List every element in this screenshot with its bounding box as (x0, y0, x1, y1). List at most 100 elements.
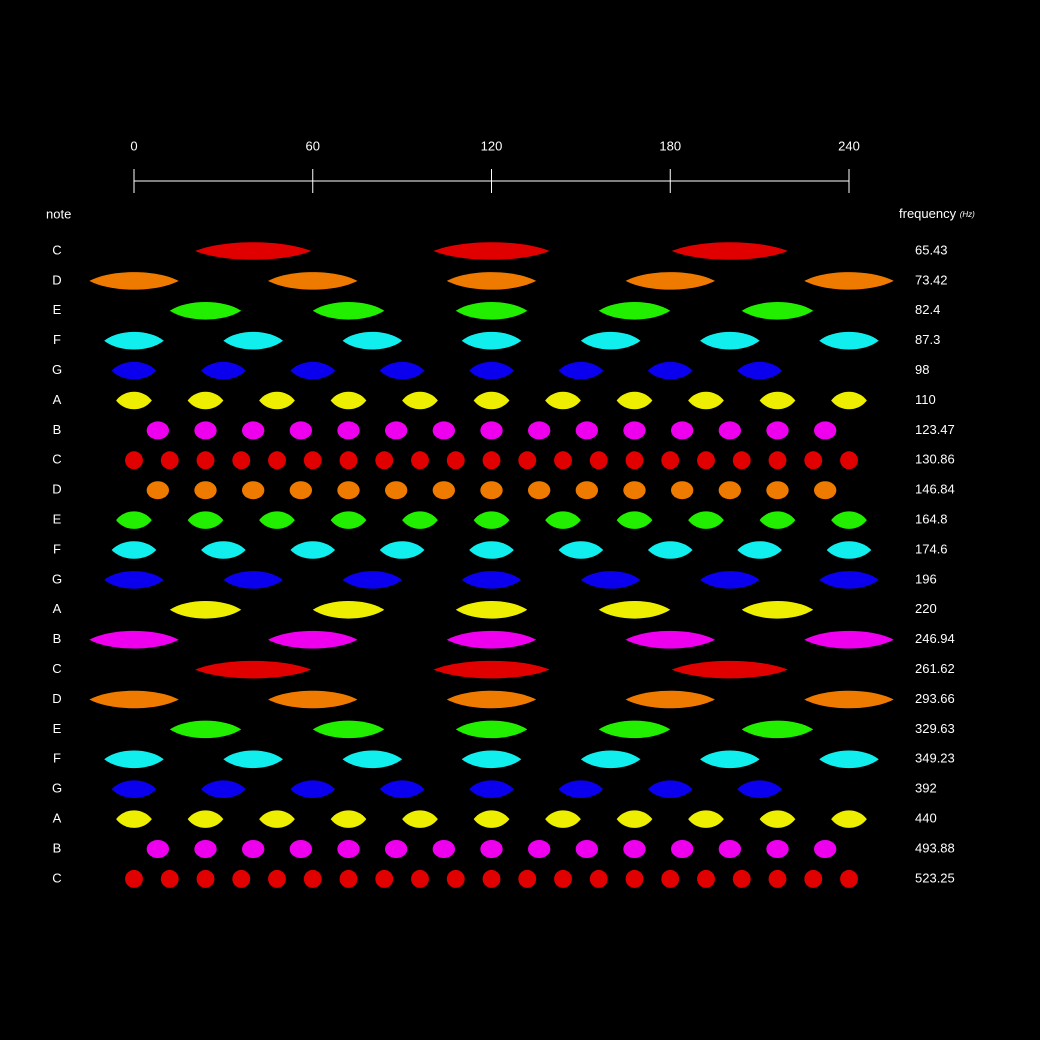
note-dot (840, 451, 858, 470)
x-tick-label: 180 (659, 138, 681, 153)
note-dot (625, 451, 644, 470)
note-shape (111, 541, 157, 559)
note-dot (482, 869, 501, 888)
note-shape (700, 750, 760, 769)
note-shape (169, 302, 242, 320)
note-dot (480, 840, 503, 858)
note-dot (482, 451, 501, 470)
note-dot (384, 481, 408, 500)
note-shape (598, 302, 671, 320)
note-shape (455, 720, 528, 739)
note-shape (759, 391, 796, 410)
frequency-label: 65.43 (915, 242, 948, 257)
frequency-label: 110 (915, 392, 936, 407)
note-dot (194, 840, 217, 858)
note-dot (232, 451, 251, 470)
note-shape (831, 810, 867, 828)
note-dot (670, 840, 694, 858)
note-shape (330, 810, 367, 828)
note-dot (718, 421, 742, 440)
note-shape (259, 511, 295, 529)
note-shape (116, 810, 152, 828)
note-shape (402, 391, 438, 410)
x-tick-label: 240 (838, 138, 860, 153)
note-label: G (52, 781, 62, 796)
note-shape (700, 571, 760, 589)
note-shape (461, 750, 522, 769)
frequency-label: 293.66 (915, 691, 955, 706)
note-shape (312, 720, 385, 739)
note-dot (446, 451, 465, 470)
note-shape (700, 331, 760, 350)
note-dot (527, 421, 551, 440)
row-header: note (46, 206, 71, 221)
note-dot (732, 451, 751, 470)
note-dot (670, 481, 694, 500)
frequency-label: 164.8 (915, 512, 948, 527)
note-shape (688, 511, 724, 529)
note-dot (232, 869, 251, 888)
frequency-label: 261.62 (915, 661, 955, 676)
note-shape (737, 361, 782, 380)
note-label: C (52, 661, 61, 676)
note-shape (223, 331, 283, 350)
note-dot (480, 481, 503, 500)
note-dot (518, 451, 537, 470)
note-shape (804, 630, 894, 649)
note-label: F (53, 541, 61, 556)
note-shape (558, 361, 604, 380)
note-dot (661, 451, 680, 470)
note-dot (518, 869, 537, 888)
note-label: C (52, 870, 61, 885)
note-dot (375, 869, 394, 888)
note-dot (375, 451, 394, 470)
note-dot (575, 421, 599, 440)
note-dot (527, 481, 551, 500)
note-shape (290, 780, 336, 798)
note-shape (545, 391, 581, 410)
note-label: G (52, 571, 62, 586)
note-dot (718, 840, 742, 858)
note-shape (741, 720, 814, 739)
note-shape (433, 660, 550, 679)
note-dot (289, 421, 313, 440)
note-dot (554, 451, 572, 470)
note-dot (697, 869, 715, 888)
note-shape (461, 571, 522, 589)
note-shape (89, 630, 179, 649)
note-shape (104, 750, 164, 769)
note-shape (616, 511, 653, 529)
note-shape (598, 720, 671, 739)
note-shape (671, 660, 788, 679)
note-shape (671, 242, 788, 260)
note-shape (201, 361, 246, 380)
note-dot (194, 421, 217, 440)
note-shape (116, 391, 152, 410)
note-dot (289, 481, 313, 500)
note-shape (187, 391, 224, 410)
note-dot (241, 421, 265, 440)
frequency-label: 146.84 (915, 482, 955, 497)
note-dot (194, 481, 217, 500)
note-dot (718, 481, 742, 500)
note-shape (330, 391, 367, 410)
note-shape (473, 511, 510, 529)
note-shape (201, 780, 246, 798)
note-shape (469, 780, 514, 798)
note-shape (737, 541, 782, 559)
note-shape (312, 601, 385, 619)
note-shape (223, 571, 283, 589)
frequency-label: 174.6 (915, 541, 948, 556)
note-dot (813, 421, 837, 440)
note-shape (201, 541, 246, 559)
note-shape (342, 750, 403, 769)
note-shape (469, 541, 514, 559)
frequency-label: 523.25 (915, 870, 955, 885)
note-shape (625, 630, 715, 649)
note-dot (589, 451, 608, 470)
note-dot (146, 421, 170, 440)
note-dot (241, 840, 265, 858)
note-dot (125, 451, 143, 470)
note-shape (402, 511, 438, 529)
note-shape (446, 690, 537, 709)
